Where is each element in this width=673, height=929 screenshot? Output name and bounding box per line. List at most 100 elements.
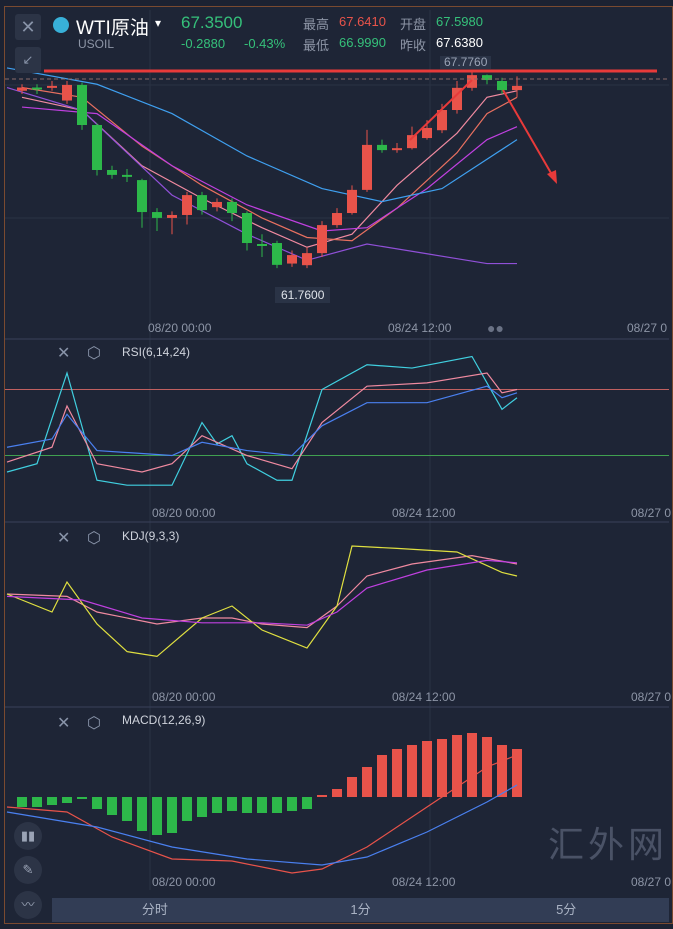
macd-bar <box>62 797 72 803</box>
candle-body <box>137 180 147 213</box>
macd-bar <box>332 789 342 797</box>
candle-body <box>302 253 312 266</box>
high-value: 67.6410 <box>339 14 386 29</box>
candle-body <box>182 195 192 215</box>
kdj-line-K <box>6 554 518 629</box>
candle-body <box>347 189 357 214</box>
chart-window <box>4 6 673 924</box>
candle-body <box>242 213 252 244</box>
candle-body <box>407 135 417 149</box>
macd-bar <box>107 797 117 815</box>
macd-bar <box>152 797 162 835</box>
candle-body <box>167 214 177 218</box>
tab-5min[interactable]: 5分 <box>556 902 577 917</box>
candle-body <box>482 75 492 81</box>
close-kdj-icon[interactable]: ✕ <box>57 530 71 547</box>
macd-bar <box>407 745 417 797</box>
macd-bar <box>422 741 432 797</box>
macd-bar <box>437 739 447 797</box>
candle-body <box>287 255 297 264</box>
scroll-dots[interactable]: ●● <box>487 320 504 336</box>
kdj-settings-icon[interactable]: ⬡ <box>87 530 101 547</box>
macd-bar <box>317 795 327 797</box>
min-price-label: 61.7600 <box>275 287 331 303</box>
x-label: 08/20 00:00 <box>152 875 216 889</box>
symbol-dropdown-icon[interactable]: ▾ <box>155 16 162 30</box>
close-macd-icon[interactable]: ✕ <box>57 715 71 732</box>
close-icon[interactable]: ✕ <box>15 14 41 40</box>
x-label: 08/24 12:00 <box>392 690 456 704</box>
candle-body <box>47 85 57 88</box>
ma-line-1 <box>21 86 518 242</box>
pencil-tool-icon[interactable]: ✎ <box>14 856 42 884</box>
candle-body <box>422 127 432 139</box>
macd-bar <box>122 797 132 821</box>
candle-body <box>332 213 342 226</box>
candle-body <box>227 201 237 214</box>
candle-body <box>437 110 447 131</box>
kdj-line-D <box>6 545 518 658</box>
candle-body <box>452 87 462 111</box>
prev-close-value: 67.6380 <box>436 35 483 50</box>
macd-settings-icon[interactable]: ⬡ <box>87 715 101 732</box>
x-label: 08/20 00:00 <box>148 321 212 335</box>
down-arrow <box>502 89 556 181</box>
x-label: 08/24 12:00 <box>388 321 452 335</box>
macd-bar <box>467 733 477 797</box>
candle-body <box>17 87 27 91</box>
tab-1min[interactable]: 1分 <box>350 902 371 917</box>
macd-title: MACD(12,26,9) <box>122 713 206 727</box>
candle-body <box>92 125 102 170</box>
kdj-title: KDJ(9,3,3) <box>122 529 180 543</box>
macd-bar <box>212 797 222 813</box>
macd-bar <box>242 797 252 813</box>
candle-body <box>107 169 117 175</box>
candle-body <box>377 144 387 151</box>
indicator-tool-icon[interactable]: 〰 <box>14 891 42 919</box>
macd-bar <box>227 797 237 811</box>
collapse-icon[interactable]: ↙ <box>15 47 41 73</box>
price-change-pct: -0.43% <box>244 36 286 51</box>
macd-bar <box>257 797 267 813</box>
macd-bar <box>452 735 462 797</box>
price-change: -0.2880 <box>181 36 226 51</box>
candle-body <box>77 84 87 126</box>
ma-line-3 <box>6 67 518 203</box>
macd-bar <box>167 797 177 833</box>
macd-bar <box>182 797 192 821</box>
candle-body <box>197 195 207 211</box>
symbol-name[interactable]: WTI原油 <box>76 18 149 39</box>
prev-close-label: 昨收 <box>400 38 427 53</box>
candle-body <box>212 201 222 208</box>
rsi-line-RSI12 <box>6 372 518 473</box>
macd-bar <box>362 767 372 797</box>
macd-dea-line <box>6 784 518 866</box>
candle-body <box>512 85 522 91</box>
macd-bar <box>377 755 387 797</box>
macd-bar <box>512 749 522 797</box>
candle-body <box>32 87 42 90</box>
tab-timeshare[interactable]: 分时 <box>141 902 168 917</box>
close-rsi-icon[interactable]: ✕ <box>57 345 71 362</box>
macd-bar <box>302 797 312 809</box>
candle-body <box>317 225 327 254</box>
x-label: 08/24 12:00 <box>392 875 456 889</box>
macd-bar <box>17 797 27 807</box>
macd-bar <box>497 745 507 797</box>
x-label: 08/24 12:00 <box>392 506 456 520</box>
candle-body <box>152 212 162 218</box>
candle-body <box>122 174 132 177</box>
candle-body <box>272 243 282 265</box>
macd-bar <box>347 777 357 797</box>
macd-bar <box>392 749 402 797</box>
macd-bar <box>47 797 57 805</box>
x-label: 08/27 0 <box>627 321 668 335</box>
open-value: 67.5980 <box>436 14 483 29</box>
rsi-settings-icon[interactable]: ⬡ <box>87 345 101 362</box>
candle-body <box>62 84 72 101</box>
macd-bar <box>272 797 282 813</box>
last-price: 67.3500 <box>181 13 243 32</box>
candlestick-tool-icon[interactable]: ▮▮ <box>14 822 42 850</box>
up-trend-arrow <box>409 79 473 141</box>
